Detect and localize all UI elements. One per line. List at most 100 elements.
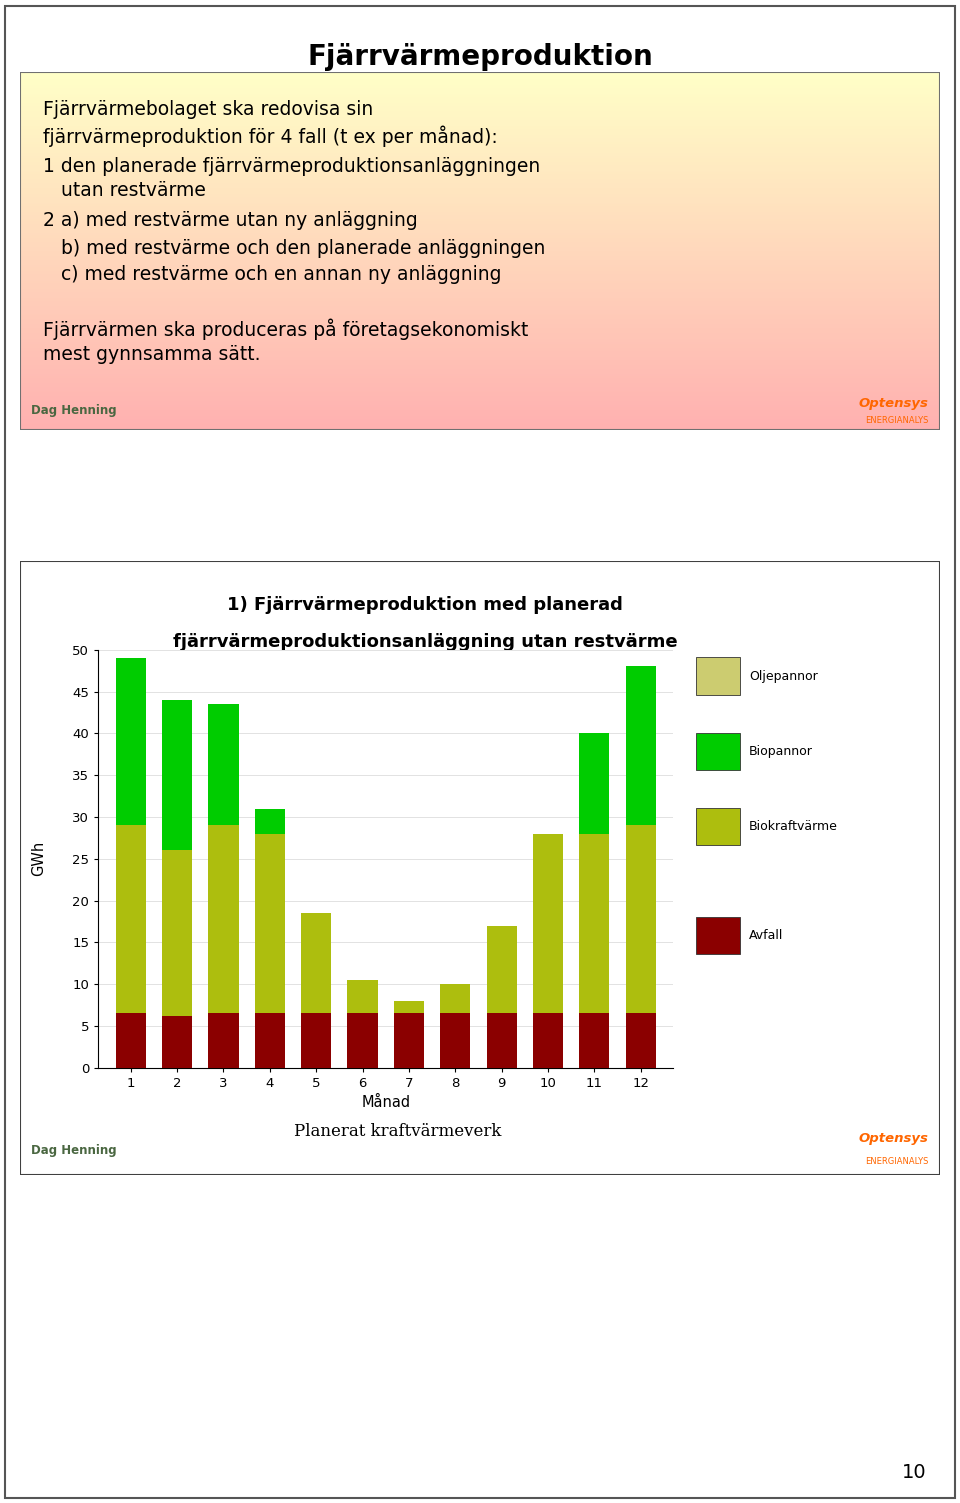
Bar [20, 111, 940, 113]
Bar [20, 89, 940, 90]
Text: 1 den planerade fjärrvärmeproduktionsanläggningen: 1 den planerade fjärrvärmeproduktionsanl… [43, 156, 540, 176]
Bar [20, 343, 940, 344]
Bar [208, 825, 238, 1013]
Text: fjärrvärmeproduktionsanläggning utan restvärme: fjärrvärmeproduktionsanläggning utan res… [173, 633, 677, 651]
Bar [20, 138, 940, 140]
Bar [20, 427, 940, 428]
Text: Avfall: Avfall [749, 929, 783, 942]
Bar [20, 328, 940, 329]
Bar [20, 129, 940, 131]
Bar [20, 74, 940, 75]
Bar [20, 192, 940, 194]
Bar [20, 259, 940, 260]
Bar [20, 140, 940, 141]
Bar [20, 137, 940, 138]
Bar [394, 1001, 424, 1013]
Bar [20, 102, 940, 104]
Bar [20, 257, 940, 259]
Bar [116, 825, 146, 1013]
Bar [394, 1013, 424, 1067]
Bar [20, 78, 940, 80]
Bar [20, 292, 940, 295]
Bar [533, 834, 564, 1013]
Bar [20, 116, 940, 117]
Bar [20, 310, 940, 311]
Bar [20, 352, 940, 353]
Bar [20, 158, 940, 159]
Bar [20, 159, 940, 161]
Bar [20, 173, 940, 174]
Bar [20, 228, 940, 230]
Bar [20, 150, 940, 153]
Bar [20, 346, 940, 347]
Bar [20, 314, 940, 316]
Text: Fjärrvärmebolaget ska redovisa sin: Fjärrvärmebolaget ska redovisa sin [43, 101, 373, 119]
Bar [20, 253, 940, 254]
Bar [696, 732, 740, 770]
Bar [20, 281, 940, 283]
Bar [20, 325, 940, 326]
Bar [20, 263, 940, 266]
Bar [254, 809, 285, 834]
Bar [626, 825, 656, 1013]
Bar [579, 834, 610, 1013]
Bar [20, 207, 940, 210]
Bar [20, 274, 940, 277]
Bar [116, 658, 146, 825]
Bar [208, 703, 238, 825]
Bar [20, 234, 940, 236]
Bar [20, 371, 940, 373]
Bar [20, 380, 940, 382]
Bar [162, 851, 192, 1016]
Bar [20, 149, 940, 150]
Bar [696, 917, 740, 954]
Bar [20, 308, 940, 310]
Bar [20, 323, 940, 325]
Bar [20, 206, 940, 207]
Bar [20, 144, 940, 146]
Bar [20, 222, 940, 224]
Bar [20, 128, 940, 129]
Bar [626, 1013, 656, 1067]
Bar [20, 422, 940, 424]
Bar [20, 122, 940, 125]
Text: 10: 10 [901, 1462, 926, 1482]
Bar [20, 394, 940, 395]
Bar [20, 287, 940, 289]
Bar [20, 409, 940, 410]
Bar [20, 367, 940, 370]
Bar [20, 249, 940, 251]
Text: Fjärrvärmen ska produceras på företagsekonomiskt: Fjärrvärmen ska produceras på företagsek… [43, 319, 529, 341]
Bar [20, 170, 940, 173]
Bar [20, 161, 940, 164]
Bar [579, 1013, 610, 1067]
Bar [20, 373, 940, 374]
Bar [20, 365, 940, 367]
Text: 2 a) med restvärme utan ny anläggning: 2 a) med restvärme utan ny anläggning [43, 210, 418, 230]
Bar [20, 80, 940, 81]
Bar [20, 403, 940, 404]
Bar [20, 216, 940, 219]
Bar [20, 316, 940, 317]
Bar [20, 361, 940, 362]
Bar [487, 1013, 516, 1067]
Bar [20, 251, 940, 253]
Bar [20, 305, 940, 307]
Text: b) med restvärme och den planerade anläggningen: b) med restvärme och den planerade anläg… [43, 239, 545, 257]
Bar [20, 117, 940, 119]
Text: Fjärrvärmeproduktion: Fjärrvärmeproduktion [307, 44, 653, 71]
Text: Dag Henning: Dag Henning [31, 1144, 117, 1157]
Bar [626, 666, 656, 825]
Bar [20, 364, 940, 365]
Bar [20, 362, 940, 364]
Bar [20, 418, 940, 419]
Bar [20, 183, 940, 185]
Bar [20, 197, 940, 198]
Bar [20, 155, 940, 156]
Bar [20, 319, 940, 320]
Bar [20, 376, 940, 377]
Bar [20, 382, 940, 383]
Bar [20, 125, 940, 126]
Bar [20, 156, 940, 158]
Bar [20, 410, 940, 412]
